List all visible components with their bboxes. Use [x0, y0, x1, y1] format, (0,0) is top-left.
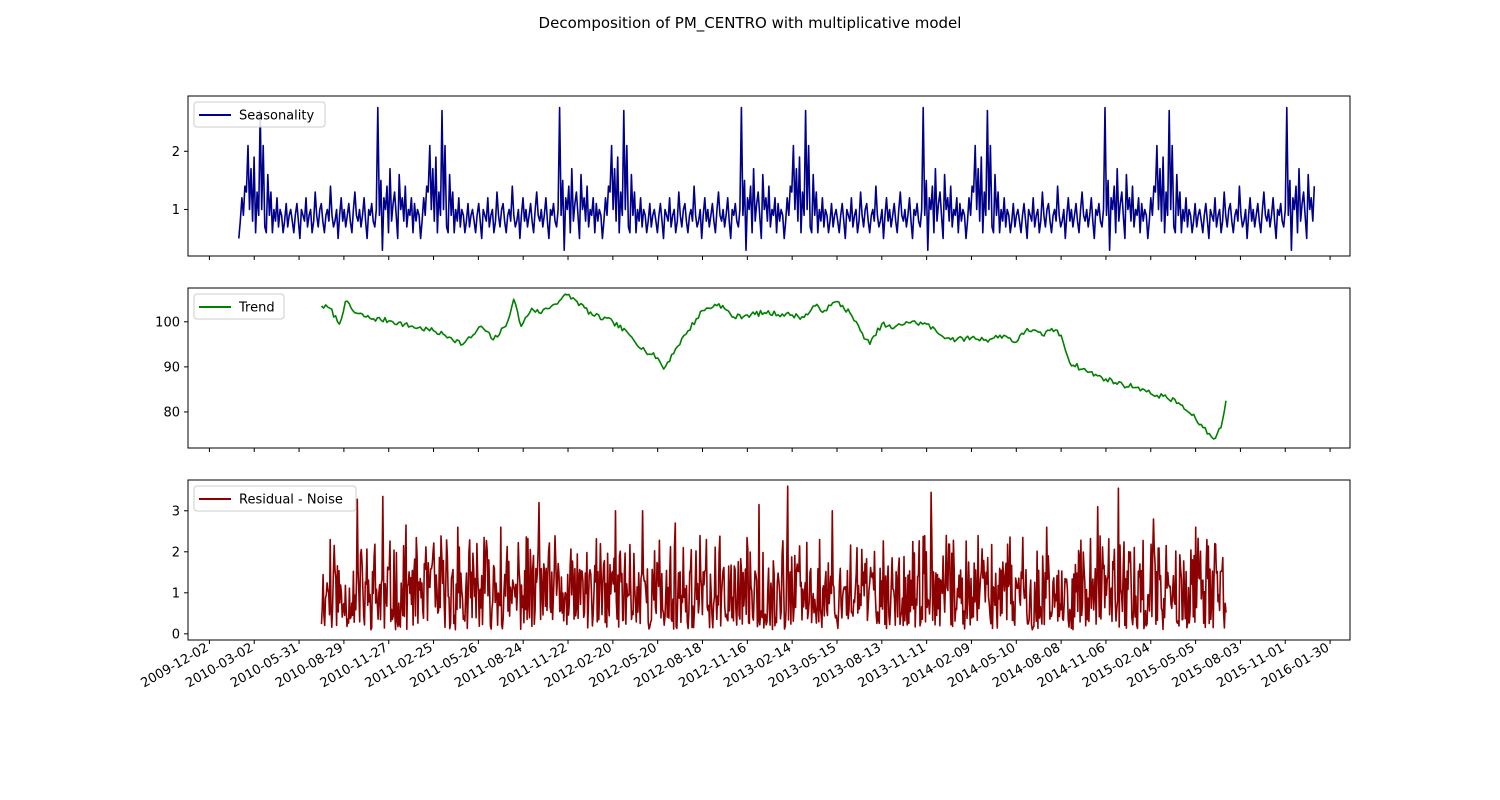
y-tick-label: 3: [172, 504, 180, 519]
seasonality-line: [238, 106, 1316, 251]
figure-title: Decomposition of PM_CENTRO with multipli…: [539, 14, 962, 33]
y-tick-label: 90: [163, 360, 180, 375]
seasonality-x-ticks: [208, 256, 1331, 260]
trend-axes-frame: [187, 287, 1351, 449]
trend-panel: 80 90 100 Trend: [155, 287, 1351, 452]
residual-y-ticks: 0 1 2 3: [172, 504, 188, 642]
seasonality-legend: Seasonality: [193, 101, 326, 128]
seasonality-legend-box: [193, 101, 326, 128]
y-tick-label: 80: [163, 405, 180, 420]
trend-y-ticks: 80 90 100: [155, 315, 188, 420]
y-tick-label: 2: [172, 145, 180, 160]
seasonality-panel: 12 Seasonality: [172, 95, 1351, 260]
trend-legend-label: Trend: [238, 301, 275, 316]
y-tick-label: 2: [172, 545, 180, 560]
trend-line: [320, 293, 1227, 440]
residual-line: [320, 485, 1227, 631]
residual-panel: 0 1 2 3 Residual - Noise: [172, 479, 1351, 644]
residual-legend-box: [193, 485, 357, 512]
y-tick-label: 1: [172, 586, 180, 601]
residual-legend: Residual - Noise: [193, 485, 357, 512]
trend-x-ticks: [208, 448, 1331, 452]
residual-legend-label: Residual - Noise: [239, 493, 343, 508]
y-tick-label: 1: [172, 203, 180, 218]
y-tick-label: 0: [172, 627, 180, 642]
y-tick-label: 100: [155, 315, 180, 330]
residual-x-ticks: [208, 640, 1331, 644]
seasonality-y-ticks: 12: [172, 145, 188, 218]
trend-legend-box: [193, 293, 285, 320]
seasonality-legend-label: Seasonality: [239, 109, 314, 124]
trend-legend: Trend: [193, 293, 285, 320]
